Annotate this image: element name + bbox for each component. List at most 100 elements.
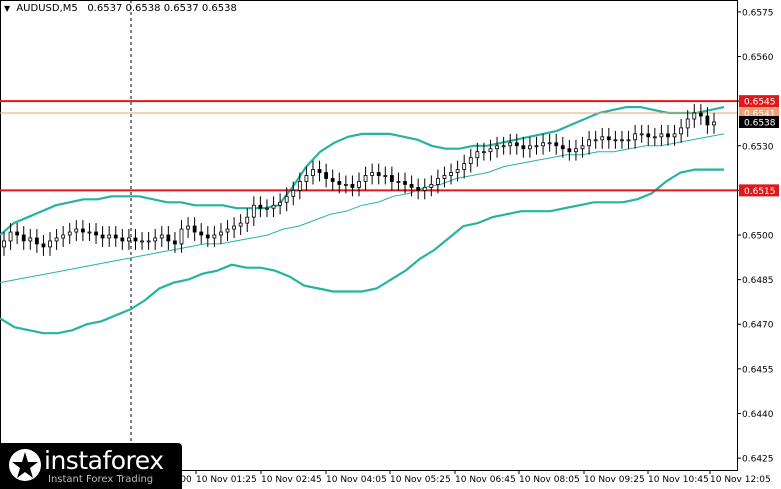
candle — [376, 163, 381, 185]
candle-body — [672, 133, 677, 138]
candle — [409, 175, 414, 197]
candle — [639, 124, 644, 143]
candle-body — [455, 169, 460, 173]
candle — [633, 124, 638, 149]
x-tick-label: 10 Nov 12:05 — [710, 475, 771, 485]
candle-body — [127, 237, 131, 242]
candle — [34, 229, 39, 253]
candle — [278, 193, 283, 215]
candle-body — [199, 231, 204, 236]
candle — [449, 163, 453, 185]
candle-body — [639, 133, 644, 136]
candle — [580, 136, 585, 158]
candle — [173, 232, 177, 253]
candle — [416, 178, 421, 200]
candle — [41, 235, 46, 256]
candle — [304, 166, 309, 191]
candle-body — [107, 234, 112, 239]
last-price-label-bg — [739, 115, 779, 128]
candle — [692, 104, 697, 128]
candle-body — [271, 204, 276, 209]
candle — [258, 196, 263, 218]
candle-body — [54, 237, 59, 242]
close-value: 0.6538 — [201, 3, 237, 14]
candle-body — [560, 145, 565, 150]
candle — [488, 139, 493, 161]
candle-body — [528, 145, 532, 150]
candle-body — [633, 133, 638, 141]
last-price-label: 0.6538 — [744, 118, 776, 128]
y-tick-label: 0.6530 — [742, 142, 774, 152]
candle — [232, 217, 236, 238]
y-tick-label: 0.6485 — [742, 276, 774, 286]
candle-body — [514, 142, 519, 147]
candle — [475, 142, 480, 167]
candle-body — [100, 234, 105, 239]
low-value: 0.6537 — [163, 3, 199, 14]
candle-body — [238, 222, 243, 227]
candle-body — [350, 184, 355, 188]
candle — [613, 130, 618, 149]
symbol-menu-icon[interactable]: ▼ — [4, 4, 11, 13]
candle — [567, 139, 572, 161]
candle-body — [652, 136, 657, 139]
candle-body — [48, 240, 52, 248]
candle — [652, 127, 657, 146]
candle-body — [449, 172, 453, 176]
candle-body — [186, 225, 190, 230]
candle-body — [363, 175, 368, 182]
symbol-label: AUDUSD,M5 — [16, 3, 78, 14]
candle — [435, 169, 440, 194]
candle — [521, 136, 526, 158]
candle — [501, 136, 506, 155]
candle — [389, 166, 394, 191]
level-label-support: 0.6515 — [744, 187, 776, 197]
candle-body — [685, 118, 690, 129]
candle — [15, 223, 20, 244]
candle — [560, 136, 565, 158]
indicator-lines — [0, 105, 725, 335]
candle — [383, 166, 388, 185]
candle-body — [87, 231, 92, 234]
candle-body — [501, 145, 506, 148]
candle-body — [304, 175, 309, 182]
candle — [495, 136, 499, 158]
candle-body — [475, 151, 480, 159]
candle-body — [41, 243, 46, 248]
candle-body — [376, 172, 381, 176]
candle — [646, 124, 651, 146]
candle — [554, 133, 559, 155]
y-tick-label: 0.6455 — [742, 365, 774, 375]
candle-body — [28, 237, 33, 242]
candle-body — [219, 231, 223, 236]
candle-body — [251, 204, 256, 218]
candle — [28, 229, 33, 250]
candle-body — [580, 145, 585, 150]
candle — [330, 169, 335, 191]
candle — [205, 226, 210, 247]
candle-body — [34, 237, 39, 245]
candle-body — [574, 148, 578, 153]
candle — [225, 220, 230, 241]
y-tick-label: 0.6470 — [742, 321, 774, 331]
candle-body — [435, 178, 440, 185]
candle-body — [482, 151, 486, 154]
x-tick-label: 10 Nov 09:25 — [584, 475, 645, 485]
candle-body — [567, 148, 572, 153]
candle — [324, 163, 329, 188]
candle-body — [179, 228, 184, 245]
candle-body — [698, 112, 703, 117]
candle — [192, 217, 197, 241]
candle — [587, 130, 591, 155]
candle-body — [600, 136, 605, 141]
candle — [685, 110, 690, 137]
candle — [251, 196, 256, 227]
candle — [606, 127, 611, 149]
y-tick-label: 0.6575 — [742, 8, 774, 18]
candle-body — [245, 216, 250, 224]
candle — [140, 232, 144, 250]
candle — [422, 178, 427, 200]
candle-body — [311, 169, 315, 176]
candle — [245, 208, 250, 233]
